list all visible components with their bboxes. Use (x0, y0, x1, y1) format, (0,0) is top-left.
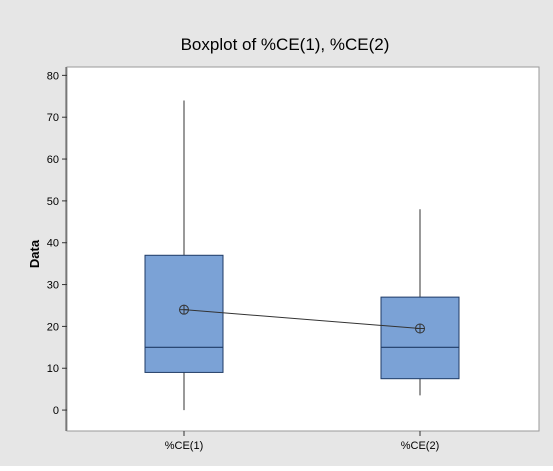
y-tick-label: 30 (47, 280, 59, 292)
y-tick-label: 40 (47, 238, 59, 250)
box-group (144, 100, 460, 411)
box-iqr (380, 296, 460, 380)
plot-area (66, 66, 540, 432)
mean-symbol (415, 323, 425, 334)
box-2 (380, 209, 460, 396)
mean-group (179, 304, 425, 334)
x-axis: %CE(1) %CE(2) (165, 431, 440, 452)
y-tick-label: 60 (47, 154, 59, 166)
x-tick-label: %CE(1) (165, 440, 204, 452)
chart-title: Boxplot of %CE(1), %CE(2) (181, 35, 390, 54)
mean-symbol (179, 304, 189, 315)
y-tick-label: 50 (47, 196, 59, 208)
y-tick-label: 10 (47, 363, 59, 375)
y-tick-label: 20 (47, 321, 59, 333)
y-tick-label: 0 (53, 405, 59, 417)
y-tick-label: 70 (47, 112, 59, 124)
mean-connect-line (183, 309, 421, 329)
y-axis-label: Data (27, 239, 42, 268)
y-axis: 0 10 20 30 40 50 60 70 80 (47, 67, 67, 431)
y-tick-label: 80 (47, 70, 59, 82)
x-tick-label: %CE(2) (401, 440, 440, 452)
